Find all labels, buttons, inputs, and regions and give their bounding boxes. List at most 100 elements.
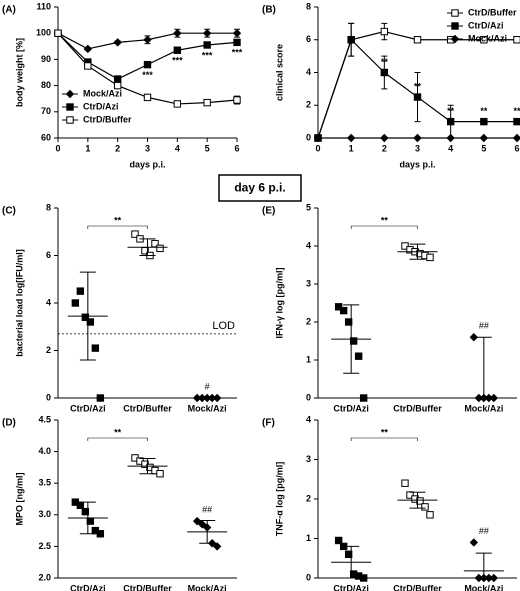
data-point: [344, 550, 353, 558]
legend-label: Mock/Azi: [468, 33, 507, 43]
data-point: [334, 536, 343, 545]
y-tick-label: 4: [306, 414, 311, 424]
significance-label: **: [381, 215, 389, 225]
y-axis-label: MPO [ng/ml]: [14, 473, 24, 526]
y-tick-label: 2: [46, 345, 51, 355]
y-axis-label: bacterial load log[IFU/ml]: [14, 249, 24, 357]
data-point: [380, 27, 389, 36]
data-point: [81, 507, 90, 516]
significance-bracket: [350, 437, 418, 441]
x-tick-label: 1: [349, 143, 354, 153]
data-point: [113, 38, 122, 47]
x-tick-label: 0: [55, 143, 60, 153]
heading-box: [218, 174, 302, 202]
y-tick-label: 4.0: [38, 446, 51, 456]
significance-bracket: [350, 225, 418, 229]
significance-label: **: [381, 427, 389, 437]
x-tick-label: Mock/Azi: [188, 583, 227, 591]
panel-label: (B): [262, 5, 276, 16]
data-point: [143, 93, 152, 102]
data-point: [426, 253, 434, 262]
y-tick-label: 3.0: [38, 509, 51, 519]
y-tick-label: 0: [306, 572, 311, 582]
x-tick-label: CtrD/Azi: [70, 583, 106, 591]
x-tick-label: 3: [415, 143, 420, 153]
group-label: #: [205, 381, 210, 391]
data-point: [513, 36, 520, 44]
data-point: [71, 299, 80, 307]
data-point: [413, 36, 422, 44]
data-point: [76, 287, 85, 295]
data-point: [347, 36, 355, 44]
x-tick-label: CtrD/Buffer: [123, 583, 172, 591]
x-tick-label: Mock/Azi: [188, 403, 227, 413]
data-point: [513, 117, 520, 126]
x-tick-label: CtrD/Buffer: [393, 403, 442, 413]
y-tick-label: 1: [306, 354, 311, 364]
y-tick-label: 4: [306, 240, 311, 250]
significance-label: **: [414, 81, 422, 91]
y-tick-label: 3: [306, 454, 311, 464]
data-point: [83, 44, 93, 54]
data-point: [426, 511, 434, 519]
legend-label: CtrD/Azi: [83, 101, 119, 111]
significance-label: **: [447, 106, 455, 116]
data-point: [346, 133, 356, 143]
significance-bracket: [87, 437, 148, 441]
legend-marker: [450, 34, 460, 44]
x-axis-label: days p.i.: [399, 159, 435, 169]
y-tick-label: 6: [46, 250, 51, 260]
legend-label: CtrD/Azi: [468, 20, 504, 30]
significance-label: ***: [202, 50, 213, 60]
y-tick-label: 3.5: [38, 478, 51, 488]
panel-label: (A): [2, 5, 16, 16]
y-tick-label: 2.0: [38, 572, 51, 582]
data-point: [143, 60, 152, 69]
data-point: [344, 318, 353, 326]
y-tick-label: 0: [46, 392, 51, 402]
x-tick-label: Mock/Azi: [464, 583, 503, 591]
legend-marker: [66, 103, 74, 111]
data-point: [173, 46, 182, 54]
data-point: [173, 29, 182, 38]
x-tick-label: 0: [315, 143, 320, 153]
data-point: [480, 36, 488, 44]
y-tick-label: 3: [306, 278, 311, 288]
data-point: [84, 62, 92, 70]
y-tick-label: 80: [41, 80, 51, 90]
x-tick-label: 4: [448, 143, 453, 153]
legend-label: CtrD/Buffer: [468, 7, 517, 17]
y-axis-label: TNF-α log [pg/ml]: [274, 462, 284, 537]
sd-whisker: [79, 501, 96, 535]
data-point: [96, 530, 105, 538]
reference-label: LOD: [212, 320, 235, 332]
data-point: [413, 133, 422, 143]
sd-whisker: [409, 243, 426, 260]
x-tick-label: 6: [234, 143, 239, 153]
data-point: [349, 337, 358, 345]
group-label: ##: [479, 526, 489, 536]
data-point: [401, 242, 409, 250]
y-tick-label: 5: [306, 202, 311, 212]
x-tick-label: 5: [481, 143, 486, 153]
data-point: [446, 133, 455, 143]
data-point: [54, 29, 62, 37]
data-point: [203, 41, 211, 49]
data-point: [489, 573, 499, 583]
y-axis-label: body weight [%]: [14, 38, 24, 107]
y-tick-label: 4: [306, 67, 311, 77]
significance-label: **: [114, 427, 122, 437]
data-point: [401, 479, 409, 487]
legend-label: CtrD/Buffer: [83, 114, 132, 124]
y-tick-label: 8: [306, 1, 311, 11]
y-tick-label: 110: [36, 1, 51, 11]
x-tick-label: 1: [85, 143, 90, 153]
sd-whisker: [79, 271, 96, 361]
data-point: [359, 574, 368, 582]
data-point: [413, 93, 422, 101]
data-point: [469, 538, 479, 547]
significance-label: ***: [142, 70, 153, 80]
y-axis-label: clinical score: [274, 44, 284, 101]
data-point: [469, 333, 479, 342]
x-tick-label: 6: [514, 143, 519, 153]
